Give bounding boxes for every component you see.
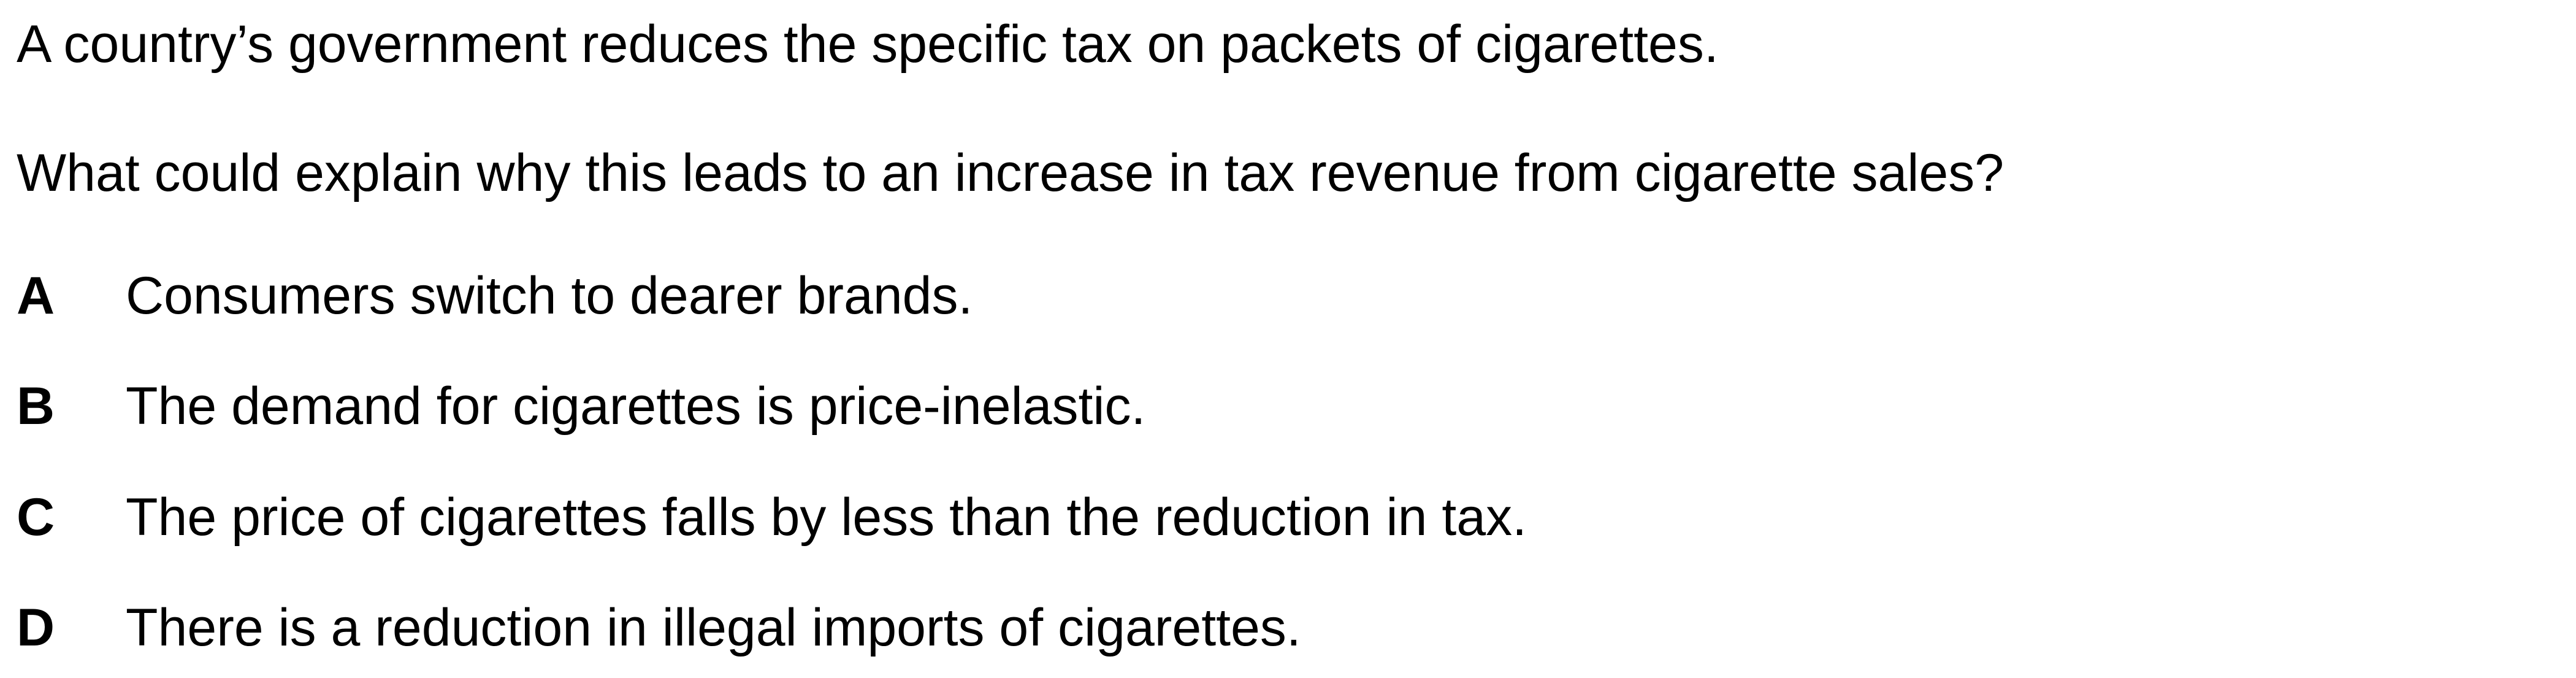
option-text: The demand for cigarettes is price-inela… (126, 377, 1146, 436)
option-text: There is a reduction in illegal imports … (126, 598, 1301, 657)
option-d: D There is a reduction in illegal import… (17, 597, 1301, 658)
option-text: The price of cigarettes falls by less th… (126, 488, 1527, 547)
option-letter: D (17, 598, 55, 657)
question-stem: A country’s government reduces the speci… (17, 15, 1719, 74)
option-a: A Consumers switch to dearer brands. (17, 265, 973, 326)
option-letter: C (17, 488, 55, 547)
option-letter: A (17, 266, 55, 325)
option-c: C The price of cigarettes falls by less … (17, 487, 1527, 548)
question-prompt: What could explain why this leads to an … (17, 144, 2005, 202)
option-text: Consumers switch to dearer brands. (126, 266, 973, 325)
option-letter: B (17, 377, 55, 436)
option-b: B The demand for cigarettes is price-ine… (17, 376, 1145, 437)
